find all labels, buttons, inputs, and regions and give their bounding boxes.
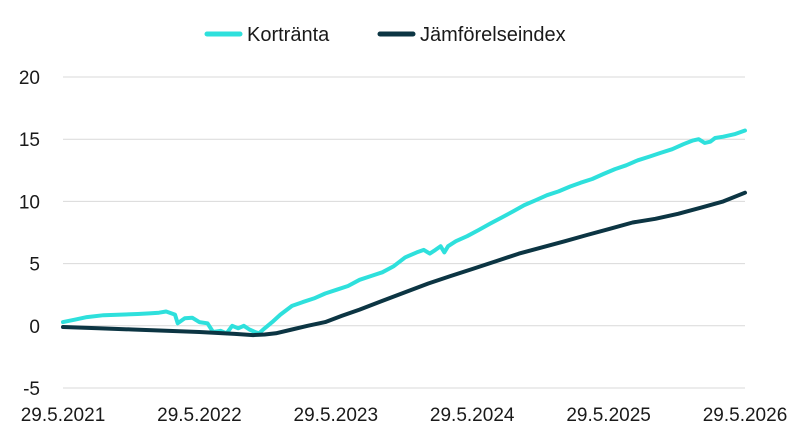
series-line-jamforelseindex	[61, 190, 747, 338]
x-tick-label: 29.5.2026	[703, 405, 788, 426]
y-tick-label: 15	[19, 130, 40, 151]
y-tick-label: -5	[23, 379, 40, 400]
gridlines	[63, 76, 745, 389]
x-tick-label: 29.5.2025	[566, 405, 651, 426]
x-tick-label: 29.5.2022	[157, 405, 242, 426]
legend-label-jamforelseindex: Jämförelseindex	[420, 24, 566, 46]
y-tick-label: 5	[29, 255, 40, 276]
x-axis-tick-labels: 29.5.2021 29.5.2022 29.5.2023 29.5.2024 29.5…	[21, 405, 788, 426]
x-tick-label: 29.5.2024	[430, 405, 515, 426]
series-line-kortranta	[61, 128, 747, 336]
legend-label-kortranta: Korträntа	[247, 24, 330, 46]
y-tick-label: 10	[19, 192, 40, 213]
x-tick-label: 29.5.2021	[21, 405, 106, 426]
y-tick-label: 20	[19, 68, 40, 89]
legend: Korträntа Jämförelseindex	[204, 24, 566, 46]
x-tick-label: 29.5.2023	[294, 405, 379, 426]
series-lines	[61, 128, 747, 338]
y-axis-tick-labels: -5 0 5 10 15 20	[19, 68, 40, 400]
y-tick-label: 0	[29, 317, 40, 338]
